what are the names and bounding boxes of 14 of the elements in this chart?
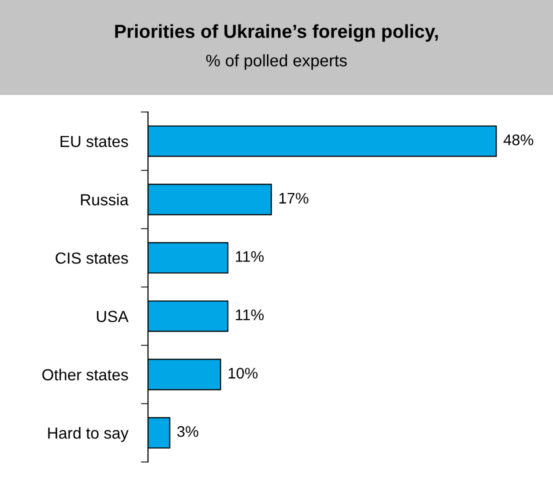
y-tick-label: Russia bbox=[81, 194, 129, 206]
chart-subtitle: % of polled experts bbox=[206, 54, 347, 70]
y-tick-label: EU states bbox=[60, 136, 128, 148]
data-label: 11% bbox=[236, 251, 264, 262]
y-tick-label: CIS states bbox=[56, 252, 128, 264]
data-label: 10% bbox=[228, 368, 258, 379]
y-tick-label: Other states bbox=[42, 368, 128, 380]
chart-title: Priorities of Ukraine’s foreign policy, bbox=[115, 24, 438, 42]
data-label: 3% bbox=[177, 426, 198, 437]
y-tick-label: USA bbox=[96, 310, 129, 322]
data-label: 48% bbox=[504, 134, 534, 146]
data-label: 11% bbox=[236, 310, 264, 320]
y-tick-label: Hard to say bbox=[48, 427, 129, 442]
data-label: 17% bbox=[279, 192, 308, 204]
